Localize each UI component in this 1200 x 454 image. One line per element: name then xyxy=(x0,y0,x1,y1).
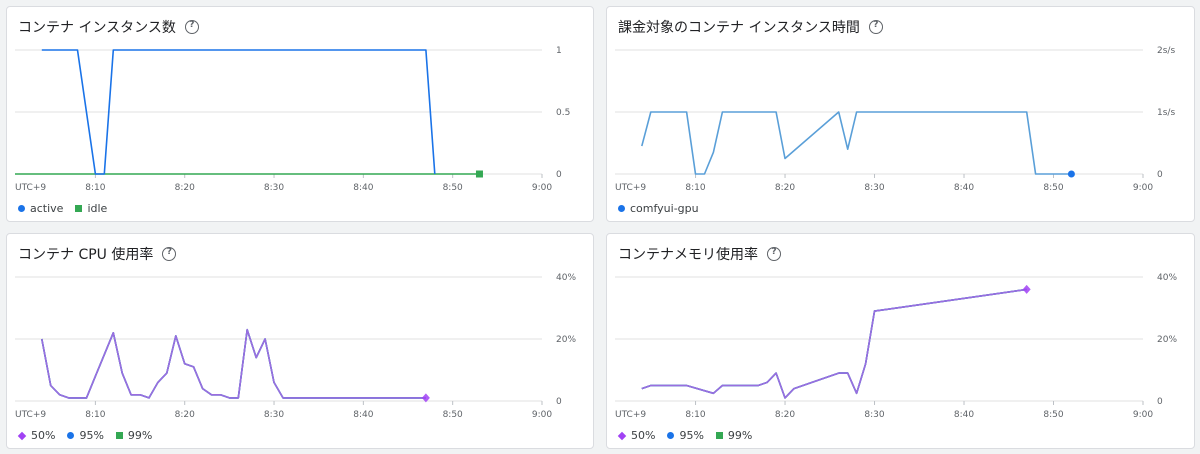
help-icon[interactable] xyxy=(162,247,177,261)
chart-panel-memory-usage: コンテナメモリ使用率 40% 20% 0 UTC+9 8:10 8:20 8:30 8:40 8… xyxy=(606,233,1195,449)
series-line xyxy=(41,328,426,399)
legend-label: idle xyxy=(87,202,108,215)
x-tick-label: 8:30 xyxy=(864,410,884,420)
series-line xyxy=(641,288,1027,399)
legend-item[interactable]: active xyxy=(18,202,63,215)
x-tick-label: 8:20 xyxy=(775,410,795,420)
legend-item[interactable]: 50% xyxy=(617,429,656,442)
legend-item[interactable]: 99% xyxy=(115,429,153,442)
x-tick-label: 8:10 xyxy=(85,183,105,193)
series-line xyxy=(641,288,1027,399)
series-line xyxy=(41,328,426,399)
series-line xyxy=(41,328,426,399)
legend-swatch-circle xyxy=(618,205,625,212)
legend-item[interactable]: 50% xyxy=(17,429,56,442)
chart-legend: comfyui-gpu xyxy=(618,202,699,215)
y-tick-label: 2s/s xyxy=(1157,46,1175,56)
x-tick-label: 8:40 xyxy=(954,183,974,193)
y-tick-label: 0 xyxy=(1157,170,1163,180)
x-tick-label: 9:00 xyxy=(1133,183,1153,193)
legend-swatch-circle xyxy=(18,205,25,212)
x-tick-label: 8:40 xyxy=(353,410,373,420)
series-line xyxy=(41,49,436,175)
x-tick-label: 8:20 xyxy=(175,183,195,193)
x-tick-label: 8:50 xyxy=(1043,410,1063,420)
y-tick-label: 20% xyxy=(556,335,576,345)
y-tick-label: 20% xyxy=(1157,335,1177,345)
x-tick-label: UTC+9 xyxy=(615,410,646,420)
help-icon[interactable] xyxy=(868,20,883,34)
chart-plot: 1 0.5 0 UTC+9 8:10 8:20 8:30 8:40 8:50 9:00 xyxy=(15,46,570,193)
legend-swatch-square xyxy=(115,432,123,439)
x-tick-label: 8:30 xyxy=(264,183,284,193)
legend-swatch-square xyxy=(715,432,723,439)
y-tick-label: 0.5 xyxy=(556,108,570,118)
legend-item[interactable]: 95% xyxy=(667,429,704,442)
legend-swatch-circle xyxy=(67,432,75,439)
legend-label: active xyxy=(30,202,64,215)
legend-label: comfyui-gpu xyxy=(630,202,699,215)
legend-item[interactable]: idle xyxy=(75,202,107,215)
x-tick-label: 8:50 xyxy=(443,183,463,193)
chart-legend: active idle xyxy=(18,202,107,215)
data-point-marker xyxy=(1022,284,1031,294)
data-point-marker xyxy=(421,393,430,403)
chart-title: コンテナメモリ使用率 xyxy=(618,247,758,263)
legend-label: 95% xyxy=(79,429,104,442)
x-tick-label: 8:30 xyxy=(864,183,884,193)
legend-item[interactable]: 95% xyxy=(67,429,104,442)
x-tick-label: 8:10 xyxy=(685,410,705,420)
help-icon[interactable] xyxy=(767,247,781,261)
chart-panel-billable-time: 課金対象のコンテナ インスタンス時間 2s/s 1s/s 0 UTC+9 8:10 8:2… xyxy=(606,6,1195,222)
chart-title: コンテナ CPU 使用率 xyxy=(18,247,154,263)
x-tick-label: 8:20 xyxy=(175,410,195,420)
y-tick-label: 40% xyxy=(1157,273,1177,283)
help-icon[interactable] xyxy=(184,20,199,34)
legend-swatch-diamond xyxy=(17,431,27,440)
legend-swatch-square xyxy=(75,205,83,212)
x-tick-label: UTC+9 xyxy=(615,183,646,193)
x-tick-label: 8:10 xyxy=(685,183,705,193)
chart-plot: 40% 20% 0 UTC+9 8:10 8:20 8:30 8:40 8:50 9:00 xyxy=(615,273,1177,420)
legend-label: 95% xyxy=(679,429,704,442)
y-tick-label: 1s/s xyxy=(1157,108,1175,118)
chart-panel-cpu-usage: コンテナ CPU 使用率 40% 20% 0 UTC+9 8:10 8:20 8:30 8:4… xyxy=(6,233,594,449)
x-tick-label: 8:50 xyxy=(443,410,463,420)
y-tick-label: 0 xyxy=(556,170,562,180)
data-point-marker xyxy=(1067,170,1075,178)
x-tick-label: 9:00 xyxy=(532,183,552,193)
chart-legend: 50% 95% 99% xyxy=(617,429,753,442)
chart-plot: 40% 20% 0 UTC+9 8:10 8:20 8:30 8:40 8:50 9:00 xyxy=(15,273,576,420)
x-tick-label: UTC+9 xyxy=(15,183,46,193)
legend-label: 99% xyxy=(727,429,753,442)
chart-title: コンテナ インスタンス数 xyxy=(18,20,176,36)
series-line xyxy=(641,111,1072,175)
y-tick-label: 0 xyxy=(1157,397,1163,407)
chart-plot: 2s/s 1s/s 0 UTC+9 8:10 8:20 8:30 8:40 8:50 9:00 xyxy=(615,46,1175,193)
legend-label: 50% xyxy=(31,429,56,442)
series-line xyxy=(641,288,1027,399)
legend-item[interactable]: 99% xyxy=(715,429,753,442)
y-tick-label: 40% xyxy=(556,273,576,283)
y-tick-label: 0 xyxy=(556,397,562,407)
legend-swatch-circle xyxy=(667,432,675,439)
data-point-marker xyxy=(475,170,483,178)
chart-legend: 50% 95% 99% xyxy=(17,429,153,442)
x-tick-label: 9:00 xyxy=(1133,410,1153,420)
x-tick-label: 8:20 xyxy=(775,183,795,193)
chart-title: 課金対象のコンテナ インスタンス時間 xyxy=(618,20,860,36)
x-tick-label: 8:10 xyxy=(85,410,105,420)
legend-label: 50% xyxy=(631,429,656,442)
x-tick-label: 9:00 xyxy=(532,410,552,420)
chart-panel-instance-count: コンテナ インスタンス数 1 0.5 0 UTC+9 8:10 8:20 8:30 8:40 8… xyxy=(6,6,594,222)
x-tick-label: 8:30 xyxy=(264,410,284,420)
legend-swatch-diamond xyxy=(617,431,627,440)
x-tick-label: 8:50 xyxy=(1043,183,1063,193)
x-tick-label: 8:40 xyxy=(353,183,373,193)
legend-item[interactable]: comfyui-gpu xyxy=(618,202,699,215)
x-tick-label: UTC+9 xyxy=(15,410,46,420)
x-tick-label: 8:40 xyxy=(954,410,974,420)
legend-label: 99% xyxy=(127,429,153,442)
y-tick-label: 1 xyxy=(556,46,562,56)
